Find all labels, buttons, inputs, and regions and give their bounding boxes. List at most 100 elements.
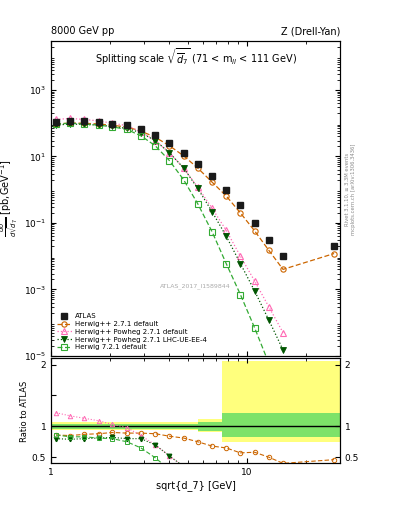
- Herwig++ Powheg 2.7.1 default: [209, 205, 214, 211]
- ATLAS: [54, 119, 59, 125]
- Herwig++ Powheg 2.7.1 default: [181, 165, 186, 171]
- Herwig++ Powheg 2.7.1 LHC-UE-EE-4: [68, 121, 72, 127]
- Herwig 7.2.1 default: [195, 201, 200, 207]
- Herwig++ Powheg 2.7.1 LHC-UE-EE-4: [238, 261, 243, 267]
- ATLAS: [139, 126, 143, 133]
- ATLAS: [224, 187, 229, 193]
- Line: Herwig++ Powheg 2.7.1 LHC-UE-EE-4: Herwig++ Powheg 2.7.1 LHC-UE-EE-4: [53, 121, 286, 353]
- Line: Herwig++ 2.7.1 default: Herwig++ 2.7.1 default: [53, 120, 337, 272]
- Herwig++ 2.7.1 default: [252, 228, 257, 234]
- Herwig++ Powheg 2.7.1 default: [110, 120, 115, 126]
- Herwig++ Powheg 2.7.1 LHC-UE-EE-4: [209, 208, 214, 215]
- Herwig++ 2.7.1 default: [125, 124, 129, 130]
- Herwig++ 2.7.1 default: [281, 266, 285, 272]
- Y-axis label: Ratio to ATLAS: Ratio to ATLAS: [20, 380, 29, 441]
- Herwig++ 2.7.1 default: [181, 153, 186, 159]
- Text: ATLAS_2017_I1589844: ATLAS_2017_I1589844: [160, 284, 231, 289]
- Line: ATLAS: ATLAS: [53, 118, 337, 259]
- ATLAS: [82, 118, 87, 124]
- Herwig 7.2.1 default: [125, 126, 129, 133]
- Herwig++ Powheg 2.7.1 LHC-UE-EE-4: [82, 121, 87, 127]
- ATLAS: [252, 220, 257, 226]
- Herwig++ Powheg 2.7.1 default: [82, 116, 87, 122]
- ATLAS: [110, 121, 115, 127]
- Y-axis label: $\frac{d\sigma}{d\sqrt{d_7}}$ [pb,GeV$^{-1}$]: $\frac{d\sigma}{d\sqrt{d_7}}$ [pb,GeV$^{…: [0, 160, 21, 237]
- Herwig++ Powheg 2.7.1 default: [195, 184, 200, 190]
- ATLAS: [195, 161, 200, 167]
- Herwig++ Powheg 2.7.1 LHC-UE-EE-4: [153, 138, 158, 144]
- Herwig 7.2.1 default: [153, 143, 158, 149]
- ATLAS: [332, 243, 336, 249]
- Herwig++ 2.7.1 default: [139, 128, 143, 134]
- Herwig 7.2.1 default: [181, 177, 186, 183]
- Herwig++ 2.7.1 default: [209, 179, 214, 185]
- Herwig++ Powheg 2.7.1 LHC-UE-EE-4: [54, 122, 59, 128]
- ATLAS: [266, 237, 271, 243]
- Herwig++ Powheg 2.7.1 default: [238, 253, 243, 259]
- Herwig++ Powheg 2.7.1 default: [252, 278, 257, 284]
- Herwig 7.2.1 default: [167, 158, 172, 164]
- Herwig++ Powheg 2.7.1 LHC-UE-EE-4: [181, 165, 186, 171]
- Herwig 7.2.1 default: [238, 291, 243, 297]
- ATLAS: [281, 253, 285, 259]
- Herwig++ Powheg 2.7.1 LHC-UE-EE-4: [195, 185, 200, 191]
- Text: Rivet 3.1.10, ≥ 3.3M events: Rivet 3.1.10, ≥ 3.3M events: [345, 153, 349, 226]
- Herwig++ Powheg 2.7.1 LHC-UE-EE-4: [252, 288, 257, 294]
- Text: Splitting scale $\sqrt{\overline{d}_7}$ (71 < m$_{ll}$ < 111 GeV): Splitting scale $\sqrt{\overline{d}_7}$ …: [95, 46, 296, 67]
- Herwig 7.2.1 default: [266, 360, 271, 366]
- Herwig 7.2.1 default: [110, 124, 115, 130]
- Herwig++ Powheg 2.7.1 LHC-UE-EE-4: [96, 122, 101, 128]
- Herwig++ Powheg 2.7.1 default: [139, 129, 143, 135]
- Legend: ATLAS, Herwig++ 2.7.1 default, Herwig++ Powheg 2.7.1 default, Herwig++ Powheg 2.: ATLAS, Herwig++ 2.7.1 default, Herwig++ …: [55, 311, 209, 352]
- Herwig++ 2.7.1 default: [54, 121, 59, 127]
- ATLAS: [153, 133, 158, 139]
- Herwig++ 2.7.1 default: [153, 134, 158, 140]
- Line: Herwig 7.2.1 default: Herwig 7.2.1 default: [53, 121, 286, 402]
- Herwig++ 2.7.1 default: [68, 120, 72, 126]
- Herwig 7.2.1 default: [139, 133, 143, 139]
- ATLAS: [68, 118, 72, 124]
- Herwig 7.2.1 default: [82, 121, 87, 127]
- Herwig++ 2.7.1 default: [110, 122, 115, 129]
- Herwig++ 2.7.1 default: [167, 143, 172, 149]
- Herwig++ 2.7.1 default: [82, 120, 87, 126]
- ATLAS: [181, 150, 186, 156]
- Line: Herwig++ Powheg 2.7.1 default: Herwig++ Powheg 2.7.1 default: [53, 116, 286, 335]
- Herwig 7.2.1 default: [96, 122, 101, 128]
- ATLAS: [125, 122, 129, 129]
- Herwig 7.2.1 default: [209, 228, 214, 234]
- Herwig++ Powheg 2.7.1 LHC-UE-EE-4: [167, 150, 172, 156]
- Herwig++ Powheg 2.7.1 default: [96, 118, 101, 124]
- Herwig++ Powheg 2.7.1 LHC-UE-EE-4: [110, 123, 115, 130]
- Herwig++ 2.7.1 default: [332, 250, 336, 257]
- Herwig++ Powheg 2.7.1 LHC-UE-EE-4: [224, 233, 229, 239]
- Herwig++ Powheg 2.7.1 LHC-UE-EE-4: [139, 130, 143, 136]
- Herwig++ 2.7.1 default: [238, 210, 243, 216]
- Herwig++ Powheg 2.7.1 default: [68, 115, 72, 121]
- Text: 8000 GeV pp: 8000 GeV pp: [51, 26, 114, 36]
- Herwig++ Powheg 2.7.1 default: [224, 227, 229, 233]
- Herwig++ 2.7.1 default: [195, 165, 200, 171]
- Herwig++ Powheg 2.7.1 LHC-UE-EE-4: [266, 317, 271, 323]
- Herwig 7.2.1 default: [252, 325, 257, 331]
- Herwig++ 2.7.1 default: [266, 247, 271, 253]
- Text: Z (Drell-Yan): Z (Drell-Yan): [281, 26, 340, 36]
- Herwig++ Powheg 2.7.1 LHC-UE-EE-4: [125, 125, 129, 132]
- Herwig 7.2.1 default: [54, 121, 59, 127]
- Herwig++ Powheg 2.7.1 default: [153, 138, 158, 144]
- Herwig++ 2.7.1 default: [224, 193, 229, 199]
- Herwig++ Powheg 2.7.1 default: [54, 116, 59, 122]
- Herwig++ 2.7.1 default: [96, 121, 101, 127]
- Herwig++ Powheg 2.7.1 default: [125, 122, 129, 129]
- Herwig 7.2.1 default: [224, 261, 229, 267]
- Herwig++ Powheg 2.7.1 LHC-UE-EE-4: [281, 347, 285, 353]
- Herwig++ Powheg 2.7.1 default: [167, 150, 172, 156]
- Text: mcplots.cern.ch [arXiv:1306.3436]: mcplots.cern.ch [arXiv:1306.3436]: [351, 144, 356, 235]
- ATLAS: [238, 202, 243, 208]
- Herwig++ Powheg 2.7.1 default: [281, 330, 285, 336]
- ATLAS: [209, 174, 214, 180]
- Herwig 7.2.1 default: [281, 396, 285, 402]
- X-axis label: sqrt{d_7} [GeV]: sqrt{d_7} [GeV]: [156, 480, 235, 491]
- Herwig++ Powheg 2.7.1 default: [266, 304, 271, 310]
- ATLAS: [96, 119, 101, 125]
